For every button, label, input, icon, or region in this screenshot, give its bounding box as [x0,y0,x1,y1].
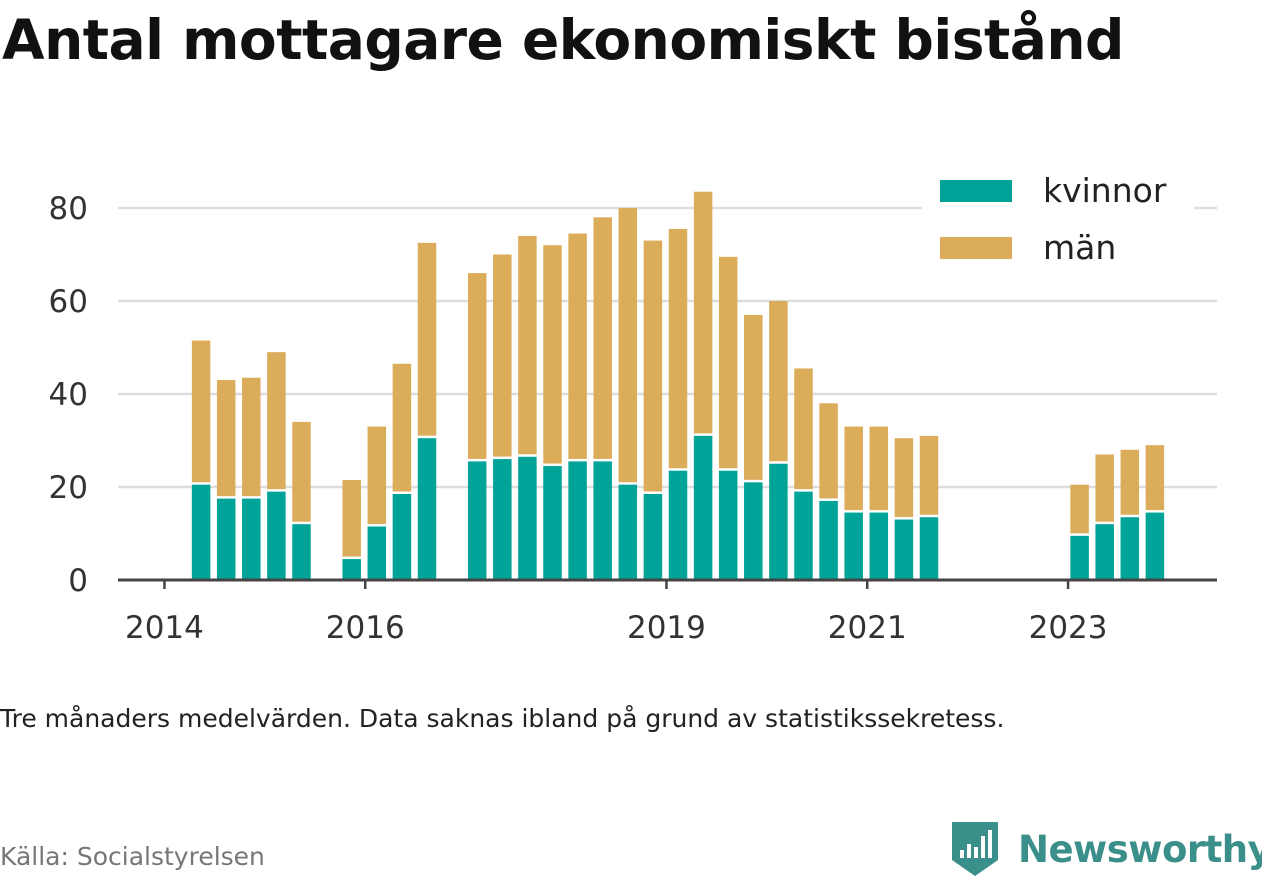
y-tick-label-60: 60 [49,284,88,320]
bar-man-2020Q1 [769,301,788,462]
bar-kvinnor-2019Q2 [693,435,713,580]
legend-label-kvinnor: kvinnor [1043,171,1167,210]
bar-kvinnor-2018Q2 [593,461,612,580]
x-tick-label-2021: 2021 [828,610,907,646]
bar-kvinnor-2019Q1 [668,470,688,580]
bar-man-2020Q4 [844,426,863,511]
bar-man-2019Q2 [693,191,713,434]
newsworthy-logo-icon [952,822,998,876]
bar-kvinnor-2020Q2 [794,491,813,580]
bar-kvinnor-2017Q2 [493,459,512,580]
source-credit: Källa: Socialstyrelsen [0,842,265,871]
bar-kvinnor-2017Q3 [518,456,537,580]
bar-man-2018Q3 [618,208,638,483]
bar-man-2019Q4 [744,314,763,480]
bar-man-2017Q4 [543,245,562,464]
x-tick-label-2014: 2014 [125,610,204,646]
bar-kvinnor-2014Q3 [216,498,236,580]
bar-kvinnor-2015Q2 [292,524,311,580]
bar-man-2018Q2 [593,217,612,459]
bar-kvinnor-2020Q1 [769,463,788,580]
bar-kvinnor-2023Q1 [1070,535,1089,580]
bar-man-2015Q1 [267,352,286,490]
bar-kvinnor-2017Q4 [543,466,562,580]
bar-man-2023Q4 [1145,445,1165,511]
bar-kvinnor-2019Q4 [744,482,763,580]
bar-kvinnor-2014Q4 [242,498,261,580]
bar-kvinnor-2020Q3 [819,500,838,580]
bar-man-2023Q1 [1070,484,1089,534]
bar-kvinnor-2023Q4 [1145,512,1165,580]
bar-man-2018Q1 [568,233,587,459]
bar-kvinnor-2017Q1 [467,461,487,580]
legend-swatch-man [940,237,1012,259]
y-tick-label-80: 80 [49,191,88,227]
bar-man-2016Q1 [367,426,387,525]
legend-label-man: män [1043,228,1116,267]
x-axis-ticks: 2014 2016 2019 2021 2023 [125,610,1108,646]
bar-kvinnor-2019Q3 [718,470,738,580]
legend-swatch-kvinnor [940,180,1012,202]
chart-title: Antal mottagare ekonomiskt bistånd [2,8,1124,72]
y-tick-label-0: 0 [68,563,88,599]
bar-man-2016Q3 [417,242,437,436]
bar-kvinnor-2016Q1 [367,526,387,580]
bar-man-2023Q3 [1120,449,1140,515]
bar-man-2021Q3 [919,435,939,515]
bar-man-2016Q2 [392,363,412,492]
x-tick-label-2023: 2023 [1029,610,1108,646]
bar-man-2021Q2 [894,438,914,518]
bar-man-2018Q4 [643,240,663,492]
y-tick-label-20: 20 [49,470,88,506]
bars [191,191,1165,580]
bar-kvinnor-2023Q3 [1120,517,1140,580]
bar-kvinnor-2020Q4 [844,512,863,580]
bar-man-2019Q1 [668,228,688,469]
brand-logo: Newsworthy [950,820,1262,878]
bar-kvinnor-2014Q2 [191,484,211,580]
brand-name: Newsworthy [1018,827,1262,871]
x-tick-label-2016: 2016 [326,610,405,646]
bar-man-2014Q3 [216,380,236,497]
bar-man-2023Q2 [1095,454,1114,522]
bar-kvinnor-2016Q2 [392,493,412,580]
bar-man-2020Q3 [819,403,838,499]
bar-kvinnor-2018Q3 [618,484,638,580]
bar-man-2017Q2 [493,254,512,457]
bar-kvinnor-2016Q3 [417,438,437,580]
bar-man-2014Q4 [242,377,261,497]
y-tick-label-40: 40 [49,377,88,413]
bar-kvinnor-2023Q2 [1095,524,1114,580]
chart-note: Tre månaders medelvärden. Data saknas ib… [0,704,1005,733]
legend: kvinnor män [922,166,1194,274]
bar-kvinnor-2021Q3 [919,517,939,580]
bar-man-2020Q2 [794,368,813,490]
bar-man-2017Q1 [467,273,487,459]
bar-kvinnor-2021Q2 [894,519,914,580]
chart: 0 20 40 60 80 2014 2016 2019 2021 2023 kvinnor mä… [48,166,1217,646]
bar-kvinnor-2021Q1 [869,512,889,580]
bar-man-2019Q3 [718,256,738,469]
bar-kvinnor-2015Q1 [267,491,286,580]
x-tick-label-2019: 2019 [627,610,706,646]
bar-kvinnor-2015Q4 [342,559,361,580]
x-axis [118,578,1217,589]
bar-man-2015Q2 [292,421,311,522]
bar-man-2021Q1 [869,426,889,511]
y-axis-ticks: 0 20 40 60 80 [49,191,88,599]
bar-man-2014Q2 [191,340,211,483]
bar-man-2015Q4 [342,480,361,557]
bar-man-2017Q3 [518,235,537,455]
bar-kvinnor-2018Q4 [643,493,663,580]
bar-kvinnor-2018Q1 [568,461,587,580]
